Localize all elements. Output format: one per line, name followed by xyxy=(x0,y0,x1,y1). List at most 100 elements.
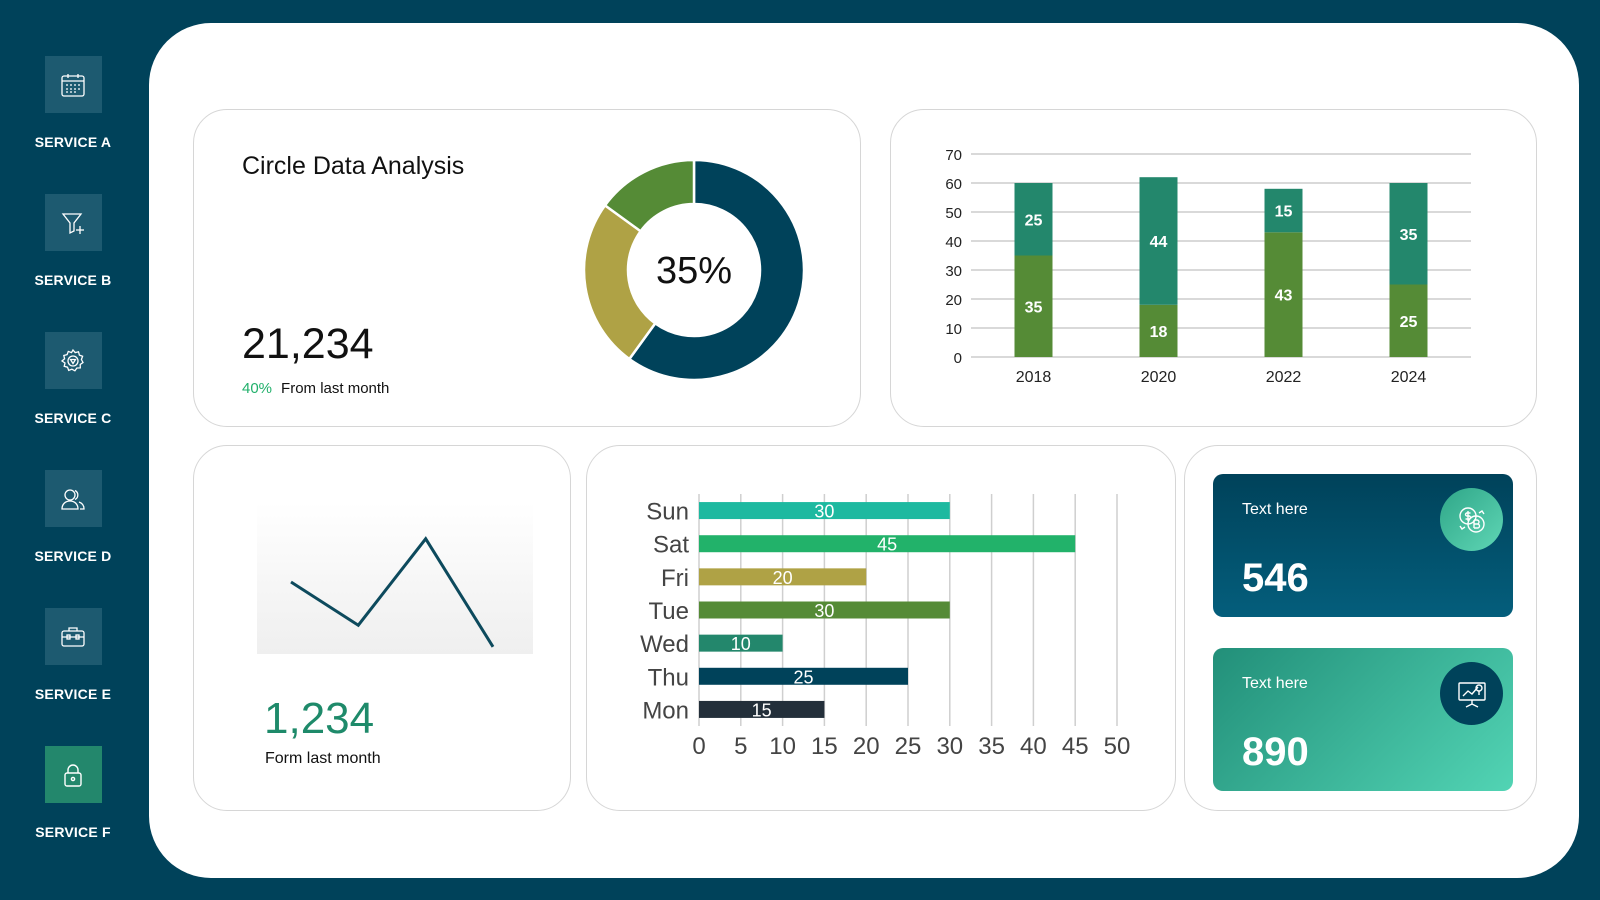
sidebar-item-label: SERVICE B xyxy=(34,272,112,288)
category-label: Sat xyxy=(653,532,689,559)
sidebar-item-service-d[interactable]: SERVICE D xyxy=(0,470,146,564)
stat-card-1[interactable]: Text here 546 xyxy=(1213,474,1513,617)
stat-value: 546 xyxy=(1242,556,1309,600)
sidebar-item-label: SERVICE D xyxy=(34,548,112,564)
data-label: 15 xyxy=(752,700,772,720)
bar-segment xyxy=(1264,232,1303,357)
data-label: 18 xyxy=(1150,324,1168,341)
data-label: 44 xyxy=(1150,234,1168,251)
data-label: 30 xyxy=(814,502,834,522)
sidebar-item-service-c[interactable]: SERVICE C xyxy=(0,332,146,426)
currency-exchange-icon xyxy=(1440,488,1503,551)
line-chart xyxy=(257,502,533,654)
y-tick-label: 30 xyxy=(945,263,962,280)
line-card: 1,234 Form last month xyxy=(193,445,571,811)
stat-label: Text here xyxy=(1242,501,1308,518)
stat-value: 890 xyxy=(1242,730,1309,774)
data-label: 25 xyxy=(793,667,813,687)
y-tick-label: 40 xyxy=(945,234,962,251)
x-tick-label: 2022 xyxy=(1266,369,1302,386)
donut-slice xyxy=(627,158,806,382)
category-label: Thu xyxy=(648,664,689,691)
y-tick-label: 50 xyxy=(945,205,962,222)
bar-segment xyxy=(1264,188,1303,233)
presentation-chart-icon xyxy=(1440,662,1503,725)
line-series xyxy=(290,536,495,648)
bar-segment xyxy=(1139,304,1178,357)
y-tick-label: 60 xyxy=(945,176,962,193)
x-tick-label: 50 xyxy=(1104,733,1131,760)
change-label: From last month xyxy=(281,380,390,397)
donut-center-label: 35% xyxy=(656,250,732,292)
x-tick-label: 2018 xyxy=(1016,369,1052,386)
x-tick-label: 2020 xyxy=(1141,369,1177,386)
data-label: 10 xyxy=(731,634,751,654)
sidebar-item-label: SERVICE E xyxy=(34,686,112,702)
bar-segment xyxy=(1014,255,1053,357)
x-tick-label: 5 xyxy=(734,733,747,760)
x-tick-label: 45 xyxy=(1062,733,1089,760)
bar-segment xyxy=(1139,177,1178,305)
sidebar-item-label: SERVICE A xyxy=(34,134,112,150)
category-label: Mon xyxy=(642,697,689,724)
line-card-label: Form last month xyxy=(265,750,381,767)
sidebar-item-service-b[interactable]: SERVICE B xyxy=(0,194,146,288)
x-tick-label: 30 xyxy=(936,733,963,760)
x-tick-label: 0 xyxy=(692,733,705,760)
stats-card: Text here 546 Text here 890 xyxy=(1184,445,1537,811)
horizontal-bar-chart: 0 5 10 15 20 25 30 35 40 45 50 30 Sun 45 Sat 20 Fri 30 Tue… xyxy=(640,494,1131,760)
calendar-icon xyxy=(44,56,102,113)
data-label: 25 xyxy=(1025,212,1043,229)
y-tick-label: 10 xyxy=(945,321,962,338)
stacked-bar-chart: 0 10 20 30 40 50 60 70 35 25 2018 18 44 2020 43 15 2022 2… xyxy=(945,147,1471,386)
data-label: 45 xyxy=(877,535,897,555)
data-label: 25 xyxy=(1400,314,1418,331)
data-label: 30 xyxy=(814,601,834,621)
bar xyxy=(699,568,867,586)
funnel-add-icon xyxy=(44,194,102,251)
line-card-value: 1,234 xyxy=(264,694,375,743)
donut-slice xyxy=(582,203,657,361)
bar-segment xyxy=(1389,183,1428,285)
stat-label: Text here xyxy=(1242,675,1308,692)
x-tick-label: 10 xyxy=(769,733,796,760)
horizontal-bar-card: 0 5 10 15 20 25 30 35 40 45 50 30 Sun 45 Sat 20 Fri 30 Tue… xyxy=(586,445,1176,811)
main-panel: Circle Data Analysis 21,234 40% From last… xyxy=(149,23,1579,878)
data-label: 35 xyxy=(1025,299,1043,316)
x-tick-label: 25 xyxy=(895,733,922,760)
bar-segment xyxy=(1014,183,1053,256)
category-label: Wed xyxy=(640,631,689,658)
users-icon xyxy=(44,470,102,527)
circle-data-card: Circle Data Analysis 21,234 40% From last… xyxy=(193,109,861,427)
category-label: Tue xyxy=(649,598,689,625)
gear-icon xyxy=(44,332,102,389)
y-tick-label: 0 xyxy=(954,350,962,367)
sidebar: SERVICE A SERVICE B SERVICE C SERVICE D xyxy=(0,0,146,900)
x-tick-label: 35 xyxy=(978,733,1005,760)
category-label: Fri xyxy=(661,565,689,592)
data-label: 35 xyxy=(1400,227,1418,244)
sidebar-item-service-f[interactable]: SERVICE F xyxy=(0,746,146,840)
circle-card-change: 40% From last month xyxy=(242,380,389,397)
donut-slice xyxy=(603,158,696,233)
bar xyxy=(699,502,950,520)
bar xyxy=(699,535,1076,553)
category-label: Sun xyxy=(646,499,689,526)
y-tick-label: 20 xyxy=(945,292,962,309)
change-percent: 40% xyxy=(242,380,273,397)
y-tick-label: 70 xyxy=(945,147,962,164)
bar-segment xyxy=(1389,284,1428,357)
sidebar-item-service-a[interactable]: SERVICE A xyxy=(0,56,146,150)
x-tick-label: 2024 xyxy=(1391,369,1427,386)
sidebar-item-label: SERVICE F xyxy=(35,824,111,840)
x-tick-label: 15 xyxy=(811,733,838,760)
donut-chart: 35% xyxy=(582,158,806,382)
stat-card-2[interactable]: Text here 890 xyxy=(1213,648,1513,791)
sidebar-item-label: SERVICE C xyxy=(34,410,112,426)
bar xyxy=(699,700,825,718)
x-tick-label: 40 xyxy=(1020,733,1047,760)
data-label: 43 xyxy=(1275,288,1293,305)
data-label: 20 xyxy=(773,568,793,588)
sidebar-item-service-e[interactable]: SERVICE E xyxy=(0,608,146,702)
lock-icon xyxy=(44,746,102,803)
